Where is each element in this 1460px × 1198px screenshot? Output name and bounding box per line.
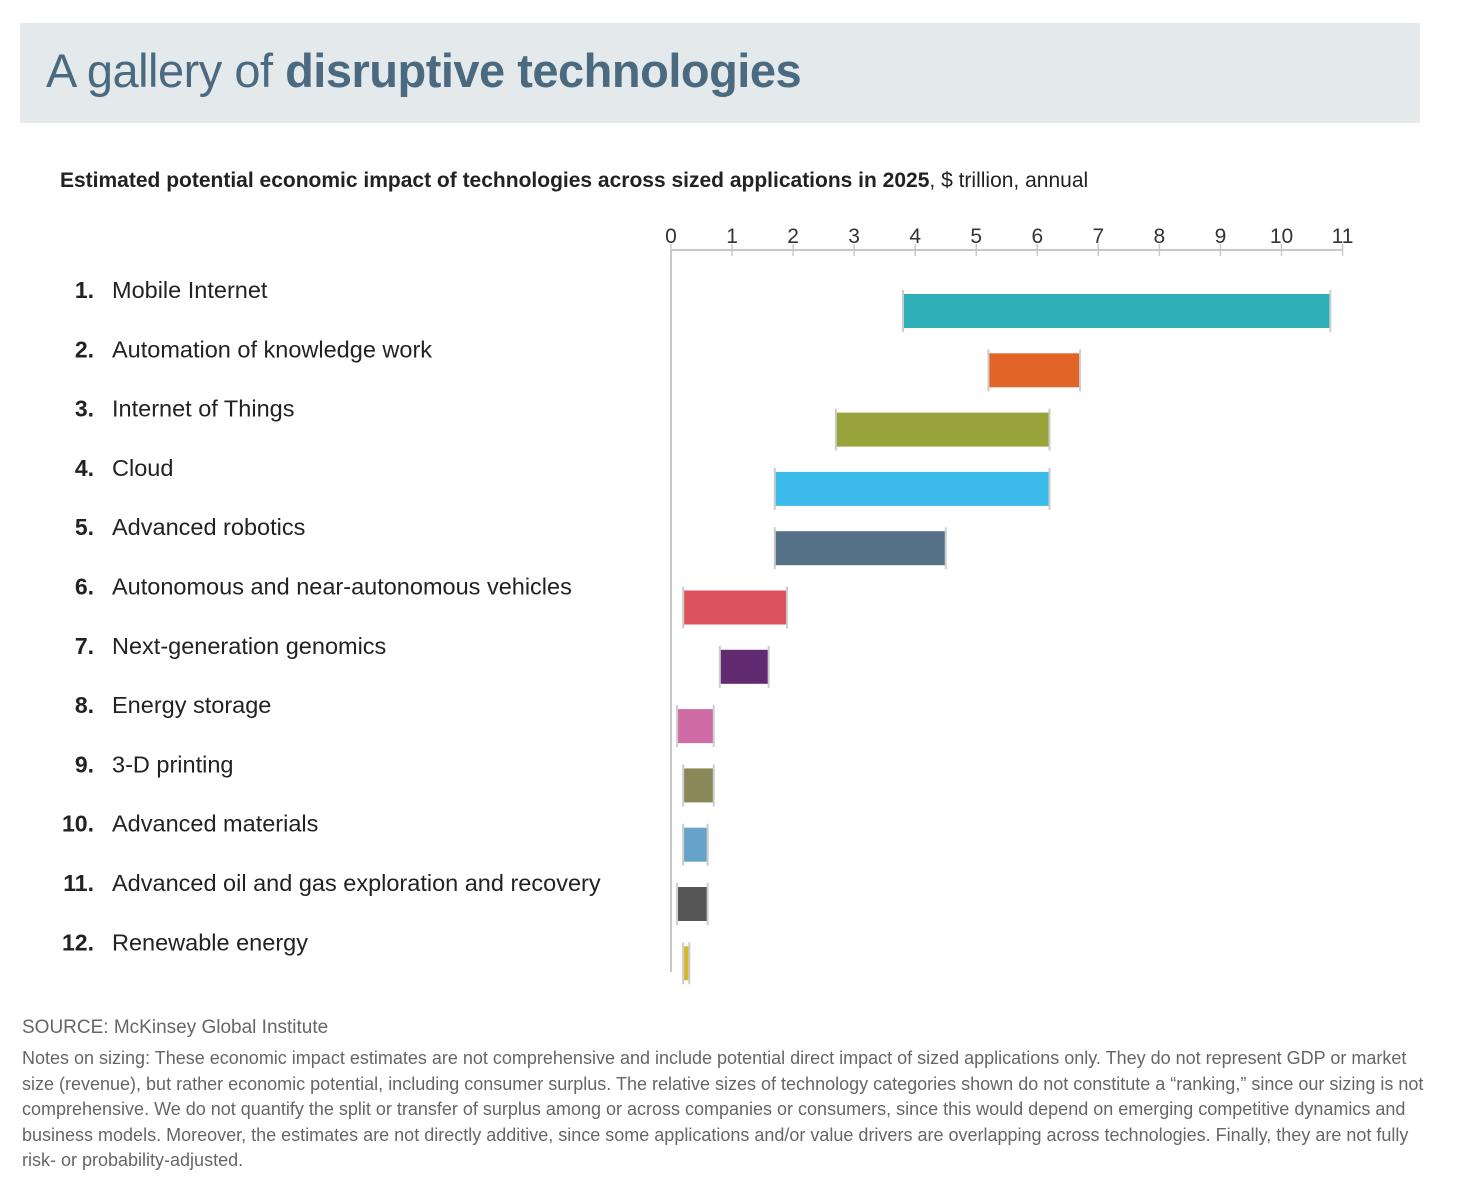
- category-label: Cloud: [112, 455, 173, 481]
- category-rank: 11.: [63, 870, 94, 896]
- category-label: Internet of Things: [112, 396, 294, 422]
- category-label: Energy storage: [112, 692, 271, 718]
- chart-subtitle: Estimated potential economic impact of t…: [60, 169, 1088, 193]
- category-label: Mobile Internet: [112, 277, 268, 303]
- category-rank: 4.: [75, 455, 94, 481]
- category-label: Advanced robotics: [112, 514, 305, 540]
- category-label: 3-D printing: [112, 751, 233, 777]
- category-rank: 9.: [75, 751, 94, 777]
- x-tick-label: 4: [909, 225, 921, 248]
- title-prefix: A gallery of: [46, 44, 286, 97]
- category-label: Advanced oil and gas exploration and rec…: [112, 870, 601, 896]
- x-tick-label: 0: [665, 225, 677, 248]
- x-tick-label: 1: [726, 225, 738, 248]
- category-rank: 7.: [75, 633, 94, 659]
- range-bar: [683, 827, 708, 862]
- x-tick-label: 3: [848, 225, 860, 248]
- x-tick-label: 8: [1154, 225, 1166, 248]
- range-bar: [719, 649, 769, 684]
- range-bar: [683, 590, 787, 625]
- range-bar: [774, 471, 1050, 506]
- subtitle-unit: , $ trillion, annual: [929, 169, 1089, 192]
- x-tick-label: 11: [1332, 225, 1354, 248]
- x-tick-label: 2: [787, 225, 799, 248]
- category-rank: 10.: [62, 811, 94, 837]
- sizing-notes: Notes on sizing: These economic impact e…: [22, 1048, 1424, 1170]
- range-bar: [683, 946, 690, 981]
- category-label: Autonomous and near-autonomous vehicles: [112, 574, 572, 600]
- category-label: Next-generation genomics: [112, 633, 386, 659]
- title-bold: disruptive technologies: [285, 44, 802, 97]
- source-note: SOURCE: McKinsey Global Institute: [22, 1017, 329, 1038]
- title-banner: A gallery of disruptive technologies: [20, 23, 1420, 123]
- category-label: Advanced materials: [112, 811, 318, 837]
- range-bar: [988, 353, 1081, 388]
- range-bar: [902, 294, 1331, 328]
- category-rank: 5.: [75, 514, 94, 540]
- page-title: A gallery of disruptive technologies: [46, 43, 802, 98]
- category-label: Renewable energy: [112, 929, 308, 955]
- category-rank: 3.: [75, 396, 94, 422]
- range-bar: [677, 709, 714, 744]
- range-bar: [683, 768, 714, 803]
- category-label: Automation of knowledge work: [112, 336, 432, 362]
- range-bar: [774, 531, 946, 566]
- category-rank: 12.: [62, 929, 94, 955]
- category-rank: 2.: [75, 336, 94, 362]
- range-bar: [835, 412, 1050, 447]
- category-rank: 8.: [75, 692, 94, 718]
- range-bar: [677, 887, 708, 921]
- category-rank: 6.: [75, 574, 94, 600]
- subtitle-bold: Estimated potential economic impact of t…: [60, 169, 930, 192]
- x-tick-label: 5: [970, 225, 982, 248]
- x-tick-label: 9: [1215, 225, 1227, 248]
- category-rank: 1.: [75, 277, 94, 303]
- x-tick-label: 7: [1093, 225, 1105, 248]
- impact-bar-chart: 0 1 2 3 4 5 6 7 8 9 10 11 1. Mobile Internet 2. Automat…: [62, 225, 1354, 985]
- x-tick-label: 10: [1270, 225, 1293, 248]
- x-tick-label: 6: [1031, 225, 1043, 248]
